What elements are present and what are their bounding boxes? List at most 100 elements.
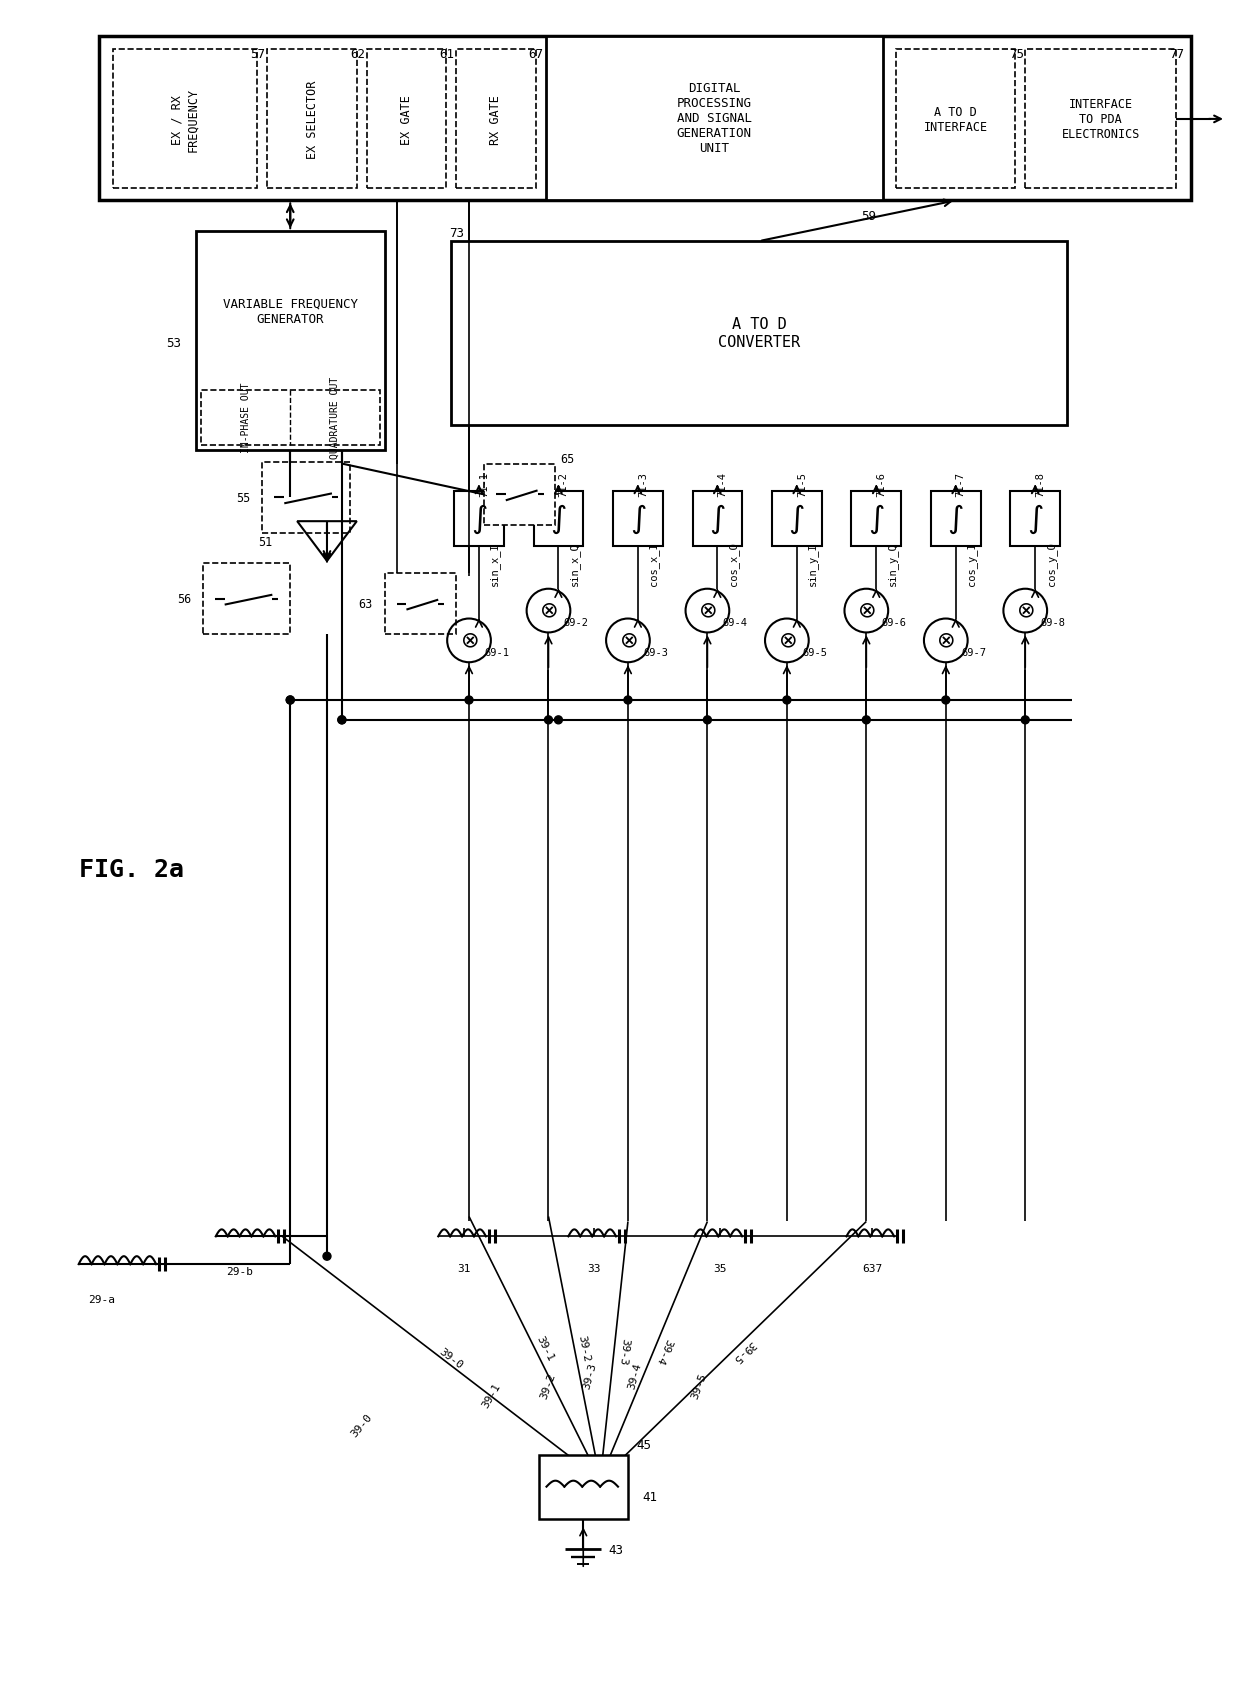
Text: RX GATE: RX GATE <box>490 95 502 145</box>
Text: $\otimes$: $\otimes$ <box>777 632 796 650</box>
Text: 61: 61 <box>439 49 454 61</box>
Text: 39-5: 39-5 <box>691 1371 709 1400</box>
Text: A TO D
CONVERTER: A TO D CONVERTER <box>718 318 800 350</box>
Text: $\int$: $\int$ <box>947 502 963 535</box>
Text: 71-7: 71-7 <box>956 471 966 497</box>
Text: 69-2: 69-2 <box>564 618 589 628</box>
Text: 39-5: 39-5 <box>730 1338 756 1363</box>
Text: 39-2: 39-2 <box>539 1371 558 1400</box>
Text: cos_y_Q: cos_y_Q <box>1045 542 1056 586</box>
Circle shape <box>942 696 950 704</box>
Circle shape <box>544 716 553 725</box>
Text: 41: 41 <box>642 1490 658 1503</box>
Text: A TO D
INTERFACE: A TO D INTERFACE <box>924 106 988 133</box>
Bar <box>263 463 350 534</box>
Text: $\int$: $\int$ <box>868 502 884 535</box>
Bar <box>897 51 1016 189</box>
Text: 51: 51 <box>258 535 273 549</box>
Text: 31: 31 <box>458 1263 471 1274</box>
Text: sin_y_Q: sin_y_Q <box>887 542 898 586</box>
Bar <box>268 51 357 189</box>
Text: $\otimes$: $\otimes$ <box>936 632 955 650</box>
Text: EX SELECTOR: EX SELECTOR <box>305 81 319 159</box>
Text: $\otimes$: $\otimes$ <box>619 632 637 650</box>
Circle shape <box>339 716 346 725</box>
Text: 71-5: 71-5 <box>797 471 807 497</box>
Circle shape <box>286 696 294 704</box>
Bar <box>98 37 1192 201</box>
Bar <box>451 242 1066 426</box>
Text: VARIABLE FREQUENCY
GENERATOR: VARIABLE FREQUENCY GENERATOR <box>223 297 357 326</box>
Text: $\otimes$: $\otimes$ <box>1016 601 1034 622</box>
Bar <box>546 37 883 201</box>
Text: 57: 57 <box>250 49 265 61</box>
Text: IN-PHASE OUT: IN-PHASE OUT <box>241 382 250 453</box>
Text: $\int$: $\int$ <box>789 502 805 535</box>
Text: $\int$: $\int$ <box>1027 502 1044 535</box>
Text: 73: 73 <box>449 226 464 240</box>
Text: 69-4: 69-4 <box>723 618 748 628</box>
Text: FIG. 2a: FIG. 2a <box>78 858 184 882</box>
Bar <box>384 574 456 635</box>
Text: INTERFACE
TO PDA
ELECTRONICS: INTERFACE TO PDA ELECTRONICS <box>1061 98 1140 142</box>
Text: $\int$: $\int$ <box>551 502 567 535</box>
Text: 59: 59 <box>861 209 875 223</box>
Circle shape <box>322 1253 331 1260</box>
Text: 29-b: 29-b <box>226 1267 253 1277</box>
Text: 75: 75 <box>1009 49 1024 61</box>
Text: $\int$: $\int$ <box>709 502 725 535</box>
Bar <box>196 231 384 451</box>
Text: 35: 35 <box>713 1263 727 1274</box>
Text: 39-3: 39-3 <box>582 1361 599 1390</box>
Text: sin_x_Q: sin_x_Q <box>569 542 580 586</box>
Text: 29-a: 29-a <box>88 1294 115 1304</box>
Text: 71-2: 71-2 <box>558 471 568 497</box>
Circle shape <box>624 696 632 704</box>
Text: 39-3: 39-3 <box>618 1336 630 1365</box>
Bar <box>1025 51 1177 189</box>
Circle shape <box>339 716 346 725</box>
Bar <box>454 491 503 547</box>
Text: $\int$: $\int$ <box>471 502 487 535</box>
Text: cos_y_I: cos_y_I <box>966 542 977 586</box>
Text: $\otimes$: $\otimes$ <box>698 601 717 622</box>
Circle shape <box>286 696 294 704</box>
Text: 43: 43 <box>608 1542 622 1556</box>
Text: $\otimes$: $\otimes$ <box>857 601 875 622</box>
Text: 71-1: 71-1 <box>479 471 489 497</box>
Bar <box>613 491 662 547</box>
Bar <box>1011 491 1060 547</box>
Text: QUADRATURE OUT: QUADRATURE OUT <box>330 377 340 459</box>
Circle shape <box>465 696 472 704</box>
Text: 637: 637 <box>862 1263 883 1274</box>
Text: 62: 62 <box>350 49 365 61</box>
Text: 71-4: 71-4 <box>718 471 728 497</box>
Text: 71-6: 71-6 <box>877 471 887 497</box>
Circle shape <box>782 696 791 704</box>
Text: 33: 33 <box>588 1263 601 1274</box>
Text: 71-3: 71-3 <box>637 471 647 497</box>
Text: DIGITAL
PROCESSING
AND SIGNAL
GENERATION
UNIT: DIGITAL PROCESSING AND SIGNAL GENERATION… <box>677 83 751 155</box>
Text: cos_x_Q: cos_x_Q <box>728 542 739 586</box>
Text: 69-3: 69-3 <box>644 649 668 659</box>
Text: 69-1: 69-1 <box>485 649 510 659</box>
Text: sin_y_I: sin_y_I <box>807 542 818 586</box>
Text: EX GATE: EX GATE <box>401 95 413 145</box>
Text: $\otimes$: $\otimes$ <box>539 601 558 622</box>
Text: $\otimes$: $\otimes$ <box>460 632 479 650</box>
Bar <box>538 1454 627 1520</box>
Bar <box>773 491 822 547</box>
Bar <box>533 491 583 547</box>
Circle shape <box>703 716 712 725</box>
Text: 63: 63 <box>358 598 373 611</box>
Bar <box>113 51 258 189</box>
Text: 69-6: 69-6 <box>882 618 906 628</box>
Text: 39-1: 39-1 <box>534 1334 556 1363</box>
Bar <box>203 564 290 635</box>
Bar <box>367 51 446 189</box>
Text: 69-8: 69-8 <box>1040 618 1065 628</box>
Text: sin_x_I: sin_x_I <box>490 542 500 586</box>
Text: $\int$: $\int$ <box>630 502 646 535</box>
Circle shape <box>862 716 870 725</box>
Text: 67: 67 <box>528 49 543 61</box>
